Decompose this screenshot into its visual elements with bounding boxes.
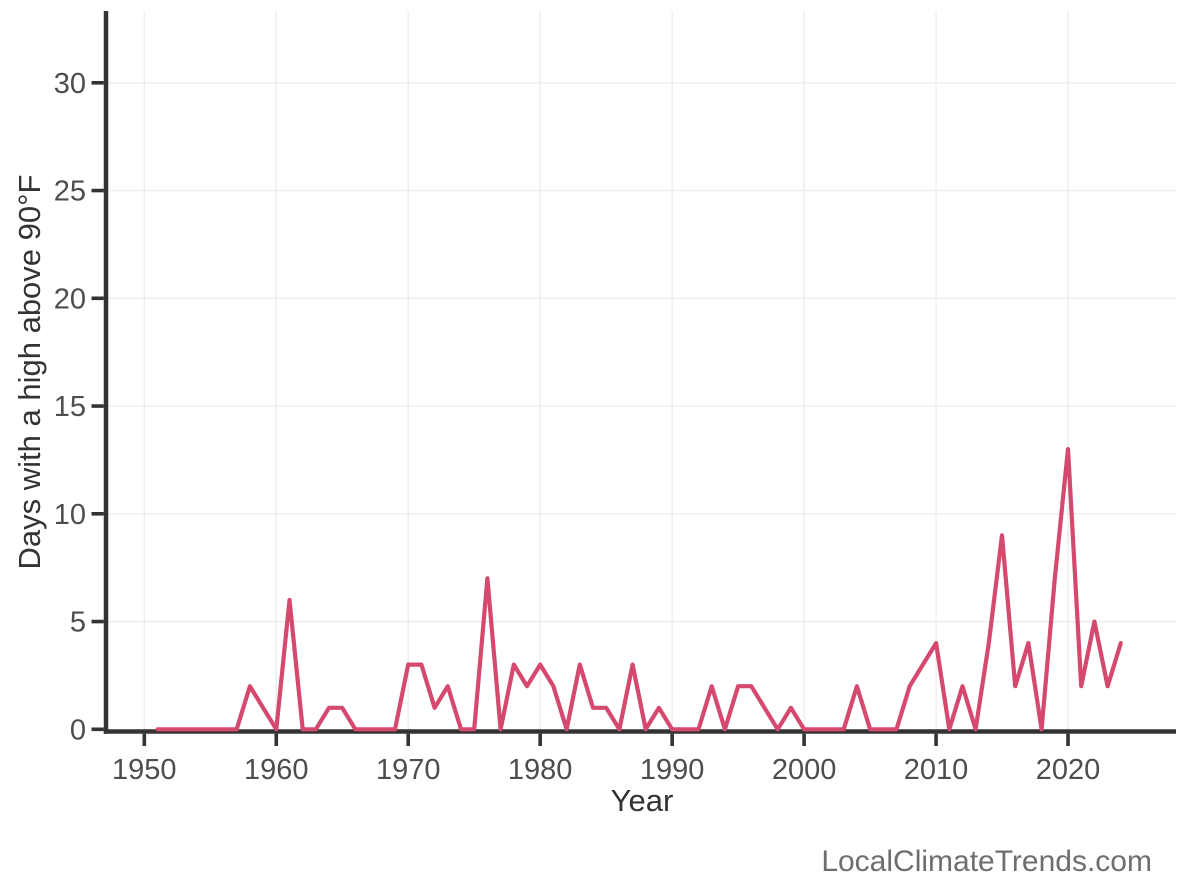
watermark-text: LocalClimateTrends.com xyxy=(821,845,1152,878)
y-axis-title: Days with a high above 90°F xyxy=(12,174,47,570)
x-tick-label-1980: 1980 xyxy=(508,754,573,786)
y-tick-label-30: 30 xyxy=(54,68,86,100)
x-tick-label-1960: 1960 xyxy=(244,754,309,786)
y-tick-label-15: 15 xyxy=(54,391,86,423)
x-tick-label-2010: 2010 xyxy=(904,754,969,786)
y-tick-label-20: 20 xyxy=(54,283,86,315)
y-tick-label-5: 5 xyxy=(70,607,86,639)
x-tick-label-1950: 1950 xyxy=(112,754,177,786)
y-tick-label-0: 0 xyxy=(70,714,86,746)
x-tick-label-2020: 2020 xyxy=(1036,754,1101,786)
x-tick-label-1990: 1990 xyxy=(640,754,705,786)
data-line-days-above-90f xyxy=(155,447,1123,732)
x-axis-title: Year xyxy=(610,783,674,818)
x-tick-label-2000: 2000 xyxy=(772,754,837,786)
y-tick-label-10: 10 xyxy=(54,499,86,531)
y-tick-label-25: 25 xyxy=(54,176,86,208)
x-tick-label-1970: 1970 xyxy=(376,754,441,786)
